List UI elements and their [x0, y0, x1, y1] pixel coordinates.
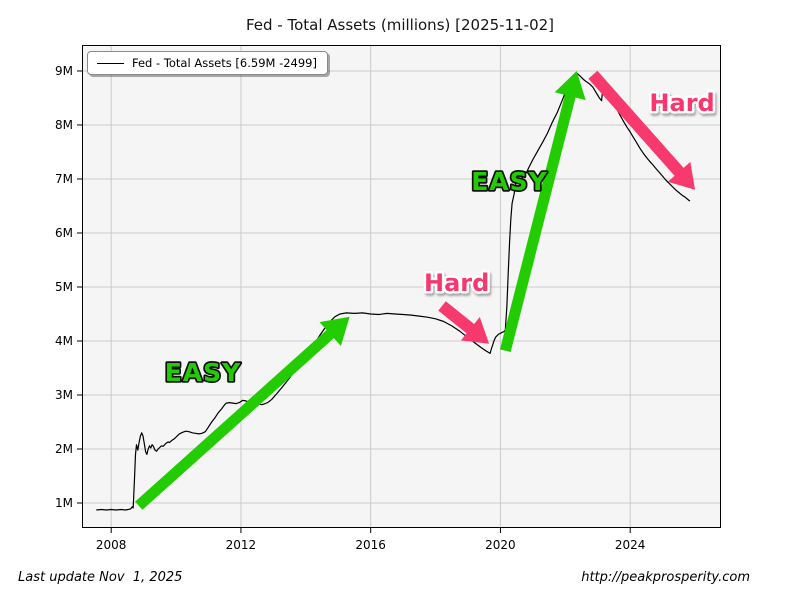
- y-tick-label: 6M: [55, 226, 73, 240]
- x-tick-label: 2024: [615, 538, 646, 552]
- y-tick-label: 1M: [55, 496, 73, 510]
- x-tick-label: 2016: [355, 538, 386, 552]
- x-tick-label: 2020: [485, 538, 516, 552]
- x-tick-label: 2008: [96, 538, 127, 552]
- x-tick-label: 2012: [226, 538, 257, 552]
- chart-title: Fed - Total Assets (millions) [2025-11-0…: [245, 16, 555, 34]
- y-tick-label: 7M: [55, 172, 73, 186]
- legend-line-sample-icon: [97, 62, 124, 64]
- y-tick-label: 3M: [55, 388, 73, 402]
- footer-url: http://peakprosperity.com: [581, 570, 750, 585]
- y-tick-label: 2M: [55, 442, 73, 456]
- y-tick-label: 4M: [55, 334, 73, 348]
- y-tick-label: 5M: [55, 280, 73, 294]
- plot-area: [82, 45, 721, 528]
- y-tick-label: 9M: [55, 64, 73, 78]
- legend-label: Fed - Total Assets [6.59M -2499]: [132, 56, 317, 70]
- footer-last-update: Last update Nov 1, 2025: [18, 570, 183, 585]
- y-tick-label: 8M: [55, 118, 73, 132]
- legend: Fed - Total Assets [6.59M -2499]: [87, 51, 328, 75]
